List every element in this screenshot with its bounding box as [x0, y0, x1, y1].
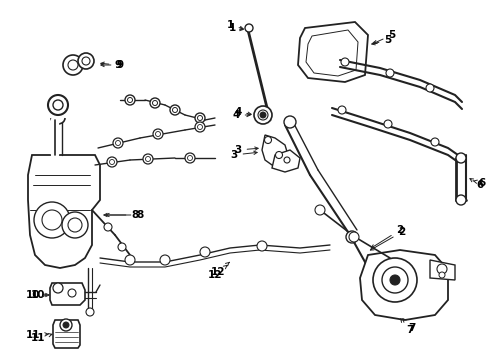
Circle shape: [48, 95, 68, 115]
Circle shape: [381, 267, 407, 293]
Circle shape: [145, 157, 150, 162]
Polygon shape: [50, 283, 85, 305]
Text: 12: 12: [210, 262, 229, 277]
Circle shape: [200, 247, 209, 257]
Circle shape: [348, 232, 358, 242]
Text: 6: 6: [469, 179, 483, 190]
Circle shape: [430, 138, 438, 146]
Circle shape: [60, 319, 72, 331]
Circle shape: [34, 202, 70, 238]
Circle shape: [104, 223, 112, 231]
Circle shape: [385, 69, 393, 77]
Circle shape: [125, 95, 135, 105]
Circle shape: [115, 140, 120, 145]
Circle shape: [170, 105, 180, 115]
Circle shape: [63, 55, 83, 75]
Circle shape: [195, 122, 204, 132]
Circle shape: [314, 205, 325, 215]
Circle shape: [438, 272, 444, 278]
Circle shape: [62, 212, 88, 238]
Text: 3: 3: [230, 150, 257, 160]
Circle shape: [125, 255, 135, 265]
Circle shape: [264, 136, 271, 144]
Circle shape: [53, 283, 63, 293]
Circle shape: [68, 60, 78, 70]
Text: 1: 1: [226, 20, 243, 30]
Polygon shape: [271, 150, 299, 172]
Circle shape: [160, 255, 170, 265]
Circle shape: [258, 110, 267, 120]
Circle shape: [113, 138, 123, 148]
Circle shape: [82, 57, 90, 65]
Circle shape: [63, 322, 69, 328]
Circle shape: [86, 308, 94, 316]
Circle shape: [244, 24, 252, 32]
Circle shape: [275, 152, 282, 158]
Text: 8: 8: [103, 210, 138, 220]
Circle shape: [53, 100, 63, 110]
Text: 3: 3: [234, 145, 258, 155]
Polygon shape: [305, 30, 357, 76]
Circle shape: [150, 98, 160, 108]
Circle shape: [142, 154, 153, 164]
Text: 12: 12: [207, 265, 227, 280]
Circle shape: [284, 157, 289, 163]
Circle shape: [346, 231, 357, 243]
Text: 7: 7: [400, 319, 413, 335]
Polygon shape: [359, 250, 447, 320]
Circle shape: [372, 258, 416, 302]
Text: 9: 9: [101, 60, 122, 70]
Circle shape: [337, 106, 346, 114]
Text: 5: 5: [371, 35, 391, 45]
Circle shape: [425, 84, 433, 92]
Circle shape: [107, 157, 117, 167]
Polygon shape: [53, 320, 80, 348]
Circle shape: [260, 112, 265, 118]
Circle shape: [389, 275, 399, 285]
Circle shape: [340, 58, 348, 66]
Circle shape: [197, 125, 202, 130]
Circle shape: [155, 131, 160, 136]
Text: 4: 4: [234, 107, 251, 117]
Polygon shape: [429, 260, 454, 280]
Circle shape: [118, 243, 126, 251]
Text: 5: 5: [373, 30, 395, 44]
Circle shape: [195, 113, 204, 123]
Text: 9: 9: [101, 60, 123, 70]
Circle shape: [153, 129, 163, 139]
Circle shape: [383, 120, 391, 128]
Circle shape: [68, 289, 76, 297]
Text: 11: 11: [31, 333, 52, 343]
Text: 7: 7: [402, 319, 415, 333]
Circle shape: [172, 108, 177, 113]
Circle shape: [42, 210, 62, 230]
Circle shape: [68, 218, 82, 232]
Text: 10: 10: [26, 290, 46, 300]
Text: 10: 10: [31, 290, 49, 300]
Circle shape: [197, 116, 202, 121]
Polygon shape: [28, 155, 100, 268]
Circle shape: [78, 53, 94, 69]
Circle shape: [455, 153, 465, 163]
Circle shape: [284, 116, 295, 128]
Text: 11: 11: [26, 330, 48, 340]
Circle shape: [455, 195, 465, 205]
Circle shape: [436, 264, 446, 274]
Text: 1: 1: [228, 23, 243, 33]
Circle shape: [253, 106, 271, 124]
Text: 8: 8: [105, 210, 143, 220]
Circle shape: [152, 100, 157, 105]
Circle shape: [127, 98, 132, 103]
Circle shape: [109, 159, 114, 165]
Text: 2: 2: [370, 225, 403, 248]
Text: 2: 2: [369, 227, 405, 250]
Circle shape: [257, 241, 266, 251]
Circle shape: [187, 156, 192, 161]
Circle shape: [184, 153, 195, 163]
Polygon shape: [297, 22, 367, 82]
Polygon shape: [262, 135, 287, 165]
Text: 6: 6: [472, 178, 485, 188]
Text: 4: 4: [232, 110, 250, 120]
